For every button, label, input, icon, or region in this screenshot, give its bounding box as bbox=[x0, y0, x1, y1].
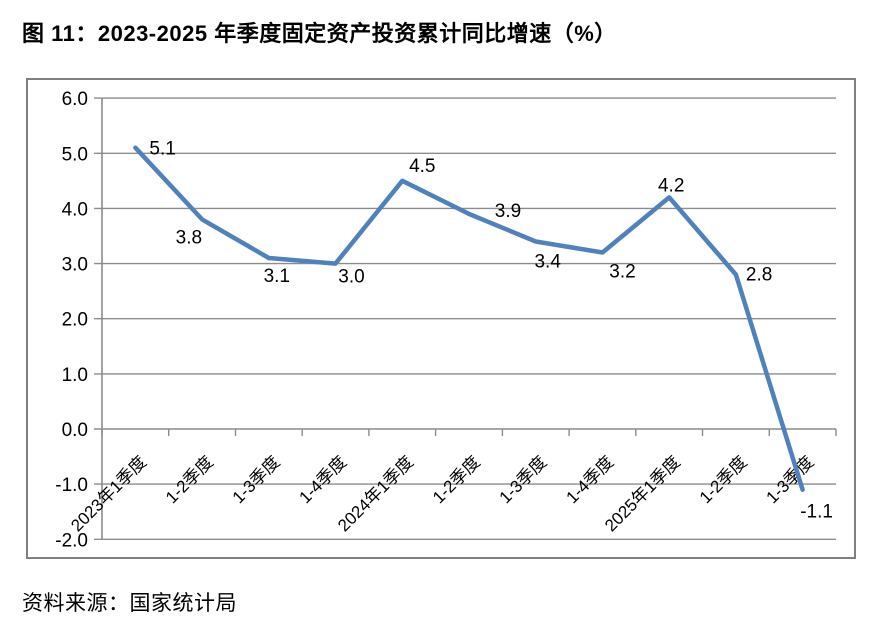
data-point-label: 3.2 bbox=[609, 262, 635, 283]
x-axis-tick-label: 1-3季度 bbox=[496, 452, 551, 507]
y-axis-tick-label: 6.0 bbox=[62, 89, 88, 110]
data-series-line bbox=[133, 145, 805, 492]
data-point-label: 3.0 bbox=[338, 267, 364, 288]
x-axis-tick-label: 1-2季度 bbox=[696, 452, 751, 507]
y-axis-tick-label: 3.0 bbox=[62, 255, 88, 276]
x-axis-tick-label: 1-4季度 bbox=[295, 452, 350, 507]
y-axis-tick-label: 4.0 bbox=[62, 199, 88, 220]
x-axis-tick-label: 1-4季度 bbox=[562, 452, 617, 507]
x-axis-tick-label: 1-2季度 bbox=[429, 452, 484, 507]
data-point-label: 4.5 bbox=[409, 156, 435, 177]
source-note: 资料来源：国家统计局 bbox=[22, 592, 237, 615]
y-axis-tick-label: 1.0 bbox=[62, 365, 88, 386]
figure-title: 图 11：2023-2025 年季度固定资产投资累计同比增速（%） bbox=[22, 21, 617, 46]
data-point-label: 4.2 bbox=[658, 175, 684, 196]
data-point-label: 3.4 bbox=[534, 252, 561, 273]
y-axis-tick-label: -2.0 bbox=[55, 530, 88, 551]
data-point-label: 3.1 bbox=[264, 266, 290, 287]
x-axis-tick-label: 1-3季度 bbox=[229, 452, 284, 507]
data-point-label: 3.9 bbox=[495, 201, 521, 222]
data-point-label: 3.8 bbox=[176, 227, 202, 248]
data-point-label: 5.1 bbox=[149, 139, 175, 160]
chart-frame: 6.0 5.0 4.0 3.0 2.0 1.0 0.0 -1.0 -2.0 2023年1季度 1-2… bbox=[26, 78, 856, 559]
y-axis-tick-label: 5.0 bbox=[62, 144, 88, 165]
y-axis-tick-label: -1.0 bbox=[55, 475, 88, 496]
x-axis-tick-label: 1-3季度 bbox=[763, 452, 818, 507]
data-point-label: 2.8 bbox=[746, 265, 772, 286]
y-axis-tick-label: 0.0 bbox=[62, 420, 88, 441]
x-axis-tick-label: 1-2季度 bbox=[162, 452, 217, 507]
data-point-label: -1.1 bbox=[800, 502, 833, 523]
y-axis-tick-label: 2.0 bbox=[62, 310, 88, 331]
